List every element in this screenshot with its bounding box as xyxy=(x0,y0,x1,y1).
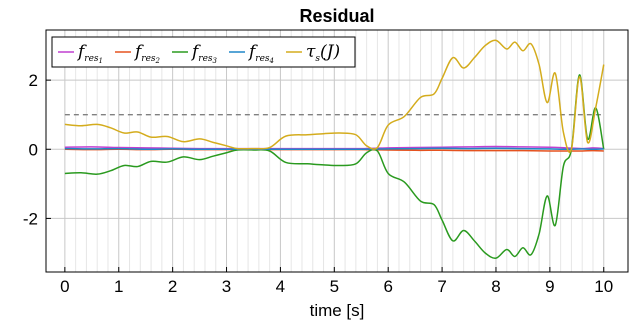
series-lines xyxy=(64,39,605,259)
legend: fres1 fres2 fres3 fres4 τs(J) xyxy=(51,36,356,68)
legend-label-2: fres2 xyxy=(133,42,161,65)
x-tick-label: 8 xyxy=(491,277,500,296)
legend-label-3: fres3 xyxy=(190,42,218,65)
x-tick-label: 3 xyxy=(222,277,231,296)
x-tick-label: 1 xyxy=(114,277,123,296)
plot-frame xyxy=(45,29,629,273)
series-line-5 xyxy=(64,39,605,153)
y-tick-label: -2 xyxy=(23,209,38,228)
x-tick-label: 4 xyxy=(276,277,285,296)
grid xyxy=(46,30,628,272)
x-tick-label: 7 xyxy=(437,277,446,296)
x-tick-label: 9 xyxy=(545,277,554,296)
y-tick-label: 2 xyxy=(29,71,38,90)
x-tick-label: 10 xyxy=(594,277,613,296)
x-tick-label: 5 xyxy=(330,277,339,296)
x-axis-label: time [s] xyxy=(310,301,365,320)
y-tick-label: 0 xyxy=(29,140,38,159)
x-tick-label: 6 xyxy=(383,277,392,296)
chart-title: Residual xyxy=(299,6,374,26)
legend-label-5: τs(J) xyxy=(306,42,340,64)
legend-label-1: fres1 xyxy=(76,42,103,65)
legend-box xyxy=(51,36,356,68)
series-line-3 xyxy=(64,74,605,259)
x-tick-label: 2 xyxy=(168,277,177,296)
axis-ticks: 0 1 2 3 4 5 6 7 8 9 10 -2 0 2 xyxy=(23,71,613,296)
x-tick-label: 0 xyxy=(60,277,69,296)
legend-label-4: fres4 xyxy=(247,42,274,65)
series-line-4 xyxy=(64,147,604,151)
